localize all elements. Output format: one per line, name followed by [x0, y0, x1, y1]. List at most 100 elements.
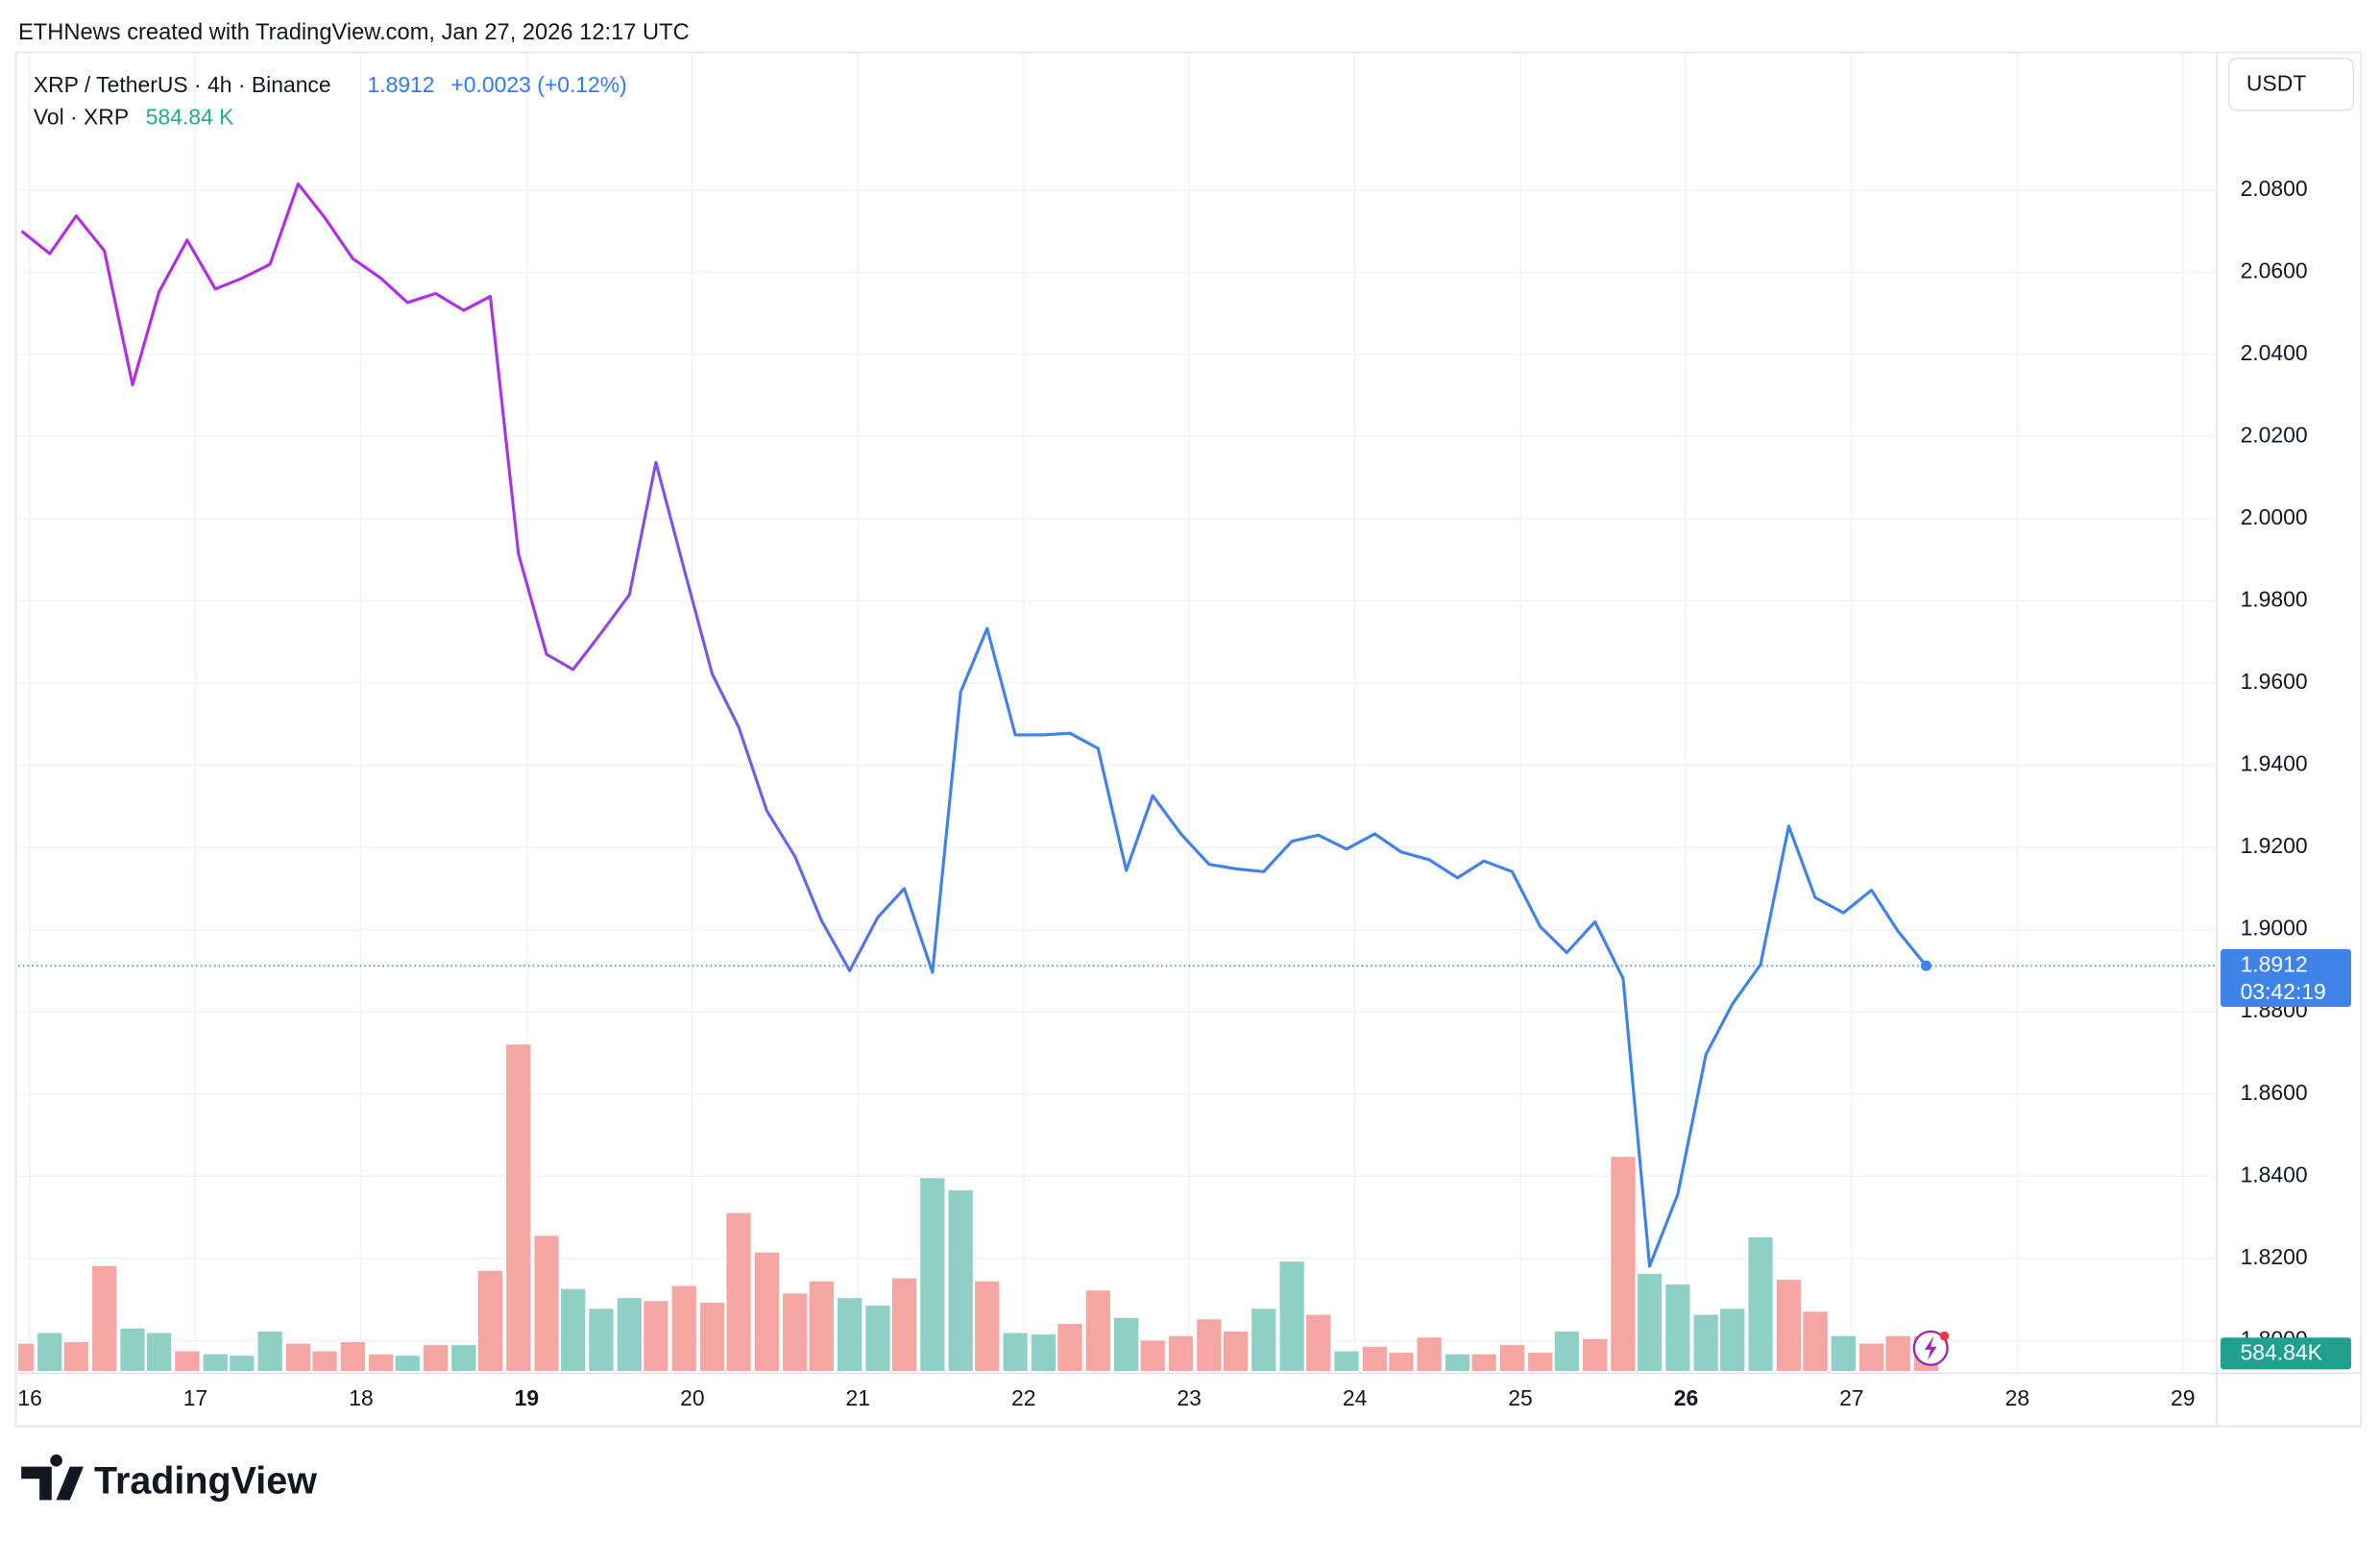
volume-bar	[1637, 1273, 1663, 1372]
volume-bar	[369, 1354, 394, 1372]
volume-bar	[1471, 1354, 1496, 1372]
volume-bar	[395, 1356, 420, 1372]
logo: TradingView	[21, 1454, 317, 1502]
volume-bar	[589, 1309, 614, 1372]
volume-bar	[1057, 1324, 1082, 1372]
volume-bar	[1554, 1331, 1579, 1372]
volume-bar	[1140, 1340, 1165, 1372]
price-line	[20, 182, 1928, 1268]
logo-text: TradingView	[94, 1459, 317, 1502]
volume-bar	[1776, 1280, 1802, 1372]
volume-bar	[230, 1356, 255, 1372]
currency-button[interactable]	[2227, 58, 2355, 111]
volume-bar	[699, 1302, 725, 1372]
price-change: +0.0023 (+0.12%)	[450, 72, 626, 97]
price-tag	[2221, 948, 2351, 1007]
volume-bar	[671, 1285, 696, 1372]
x-tick-label: 29	[2171, 1385, 2195, 1410]
symbol[interactable]: XRP / TetherUS · 4h · Binance	[34, 72, 331, 97]
volume-bar	[1445, 1354, 1470, 1372]
volume-bar	[37, 1333, 62, 1372]
volume-bar	[1417, 1337, 1442, 1372]
x-tick-label: 23	[1177, 1385, 1201, 1410]
alert-icon[interactable]	[1912, 1330, 1950, 1366]
volume-bar	[203, 1354, 228, 1372]
volume-bar	[1693, 1314, 1718, 1372]
volume-bar	[477, 1270, 503, 1372]
y-tick-label: 1.8600	[2241, 1080, 2308, 1105]
volume-value: 584.84 K	[146, 104, 234, 129]
price-tag-label: 1.8912	[2241, 951, 2308, 976]
y-tick-label: 1.9600	[2241, 669, 2308, 694]
y-tick-label: 1.8400	[2241, 1162, 2308, 1186]
y-tick-label: 2.0600	[2241, 257, 2308, 282]
x-tick-label: 24	[1343, 1385, 1368, 1410]
volume-bar	[1113, 1317, 1139, 1372]
x-tick-label: 16	[17, 1385, 41, 1410]
volume-bar	[783, 1293, 808, 1372]
volume-bar	[146, 1333, 172, 1372]
volume-bar	[754, 1252, 780, 1372]
volume-bar	[891, 1278, 917, 1372]
x-tick-label: 17	[183, 1385, 207, 1410]
volume-bar	[726, 1212, 751, 1372]
volume-bar	[340, 1341, 365, 1372]
y-tick-label: 1.9800	[2241, 587, 2308, 612]
volume-tag-label: 584.84K	[2241, 1340, 2323, 1365]
volume-bar	[1858, 1343, 1884, 1372]
volume-bar	[975, 1281, 1000, 1372]
volume-bar	[1279, 1261, 1304, 1372]
volume-bar	[1223, 1331, 1249, 1372]
alert-dot	[1939, 1331, 1950, 1341]
volume-bar	[1831, 1335, 1856, 1372]
y-tick-label: 1.9200	[2241, 833, 2308, 858]
volume-bar	[1003, 1333, 1028, 1372]
volume-bar	[1362, 1346, 1387, 1372]
x-tick-label: 19	[515, 1385, 539, 1410]
volume-bar	[948, 1189, 973, 1372]
x-tick-label: 26	[1674, 1385, 1698, 1410]
x-tick-label: 22	[1011, 1385, 1035, 1410]
x-tick-label: 18	[349, 1385, 373, 1410]
volume-bar	[534, 1235, 559, 1372]
y-tick-label: 1.8200	[2241, 1244, 2308, 1269]
volume-bar	[1334, 1351, 1359, 1372]
y-tick-label: 2.0000	[2241, 504, 2308, 529]
x-tick-label: 21	[846, 1385, 870, 1410]
volume-bar	[1528, 1353, 1553, 1372]
volume-bar	[561, 1288, 586, 1372]
volume-bar	[1197, 1319, 1222, 1372]
y-tick-label: 2.0400	[2241, 340, 2308, 365]
volume-bar	[809, 1281, 834, 1372]
y-tick-label: 1.9400	[2241, 751, 2308, 776]
alert-bolt	[1924, 1335, 1937, 1360]
credit: ETHNews created with TradingView.com, Ja…	[18, 20, 690, 45]
volume-bar	[312, 1351, 337, 1372]
x-tick-label: 25	[1508, 1385, 1532, 1410]
y-tick-label: 2.0800	[2241, 176, 2308, 201]
volume-bar	[920, 1178, 945, 1372]
volume-tag	[2221, 1337, 2351, 1370]
volume-bar	[644, 1301, 668, 1372]
volume-bar	[18, 1343, 35, 1372]
volume-bar	[1389, 1353, 1414, 1372]
y-tick-label: 2.0200	[2241, 422, 2308, 447]
volume-bar	[617, 1298, 642, 1372]
volume-bar	[63, 1341, 89, 1372]
x-tick-label: 28	[2005, 1385, 2029, 1410]
chart-frame	[14, 51, 2362, 1428]
volume-bar	[1251, 1309, 1276, 1372]
volume-bar	[451, 1345, 476, 1372]
volume-bar	[1665, 1284, 1690, 1372]
volume-bar	[865, 1306, 890, 1372]
volume-bar	[1085, 1290, 1110, 1372]
volume-bar	[92, 1265, 117, 1372]
volume-bar	[1885, 1335, 1910, 1372]
currency-label[interactable]: USDT	[2246, 71, 2306, 96]
volume-title[interactable]: Vol · XRP	[34, 104, 129, 129]
volume-bar	[1168, 1335, 1194, 1372]
last-price: 1.8912	[367, 72, 434, 97]
y-tick-label: 1.9000	[2241, 916, 2308, 941]
